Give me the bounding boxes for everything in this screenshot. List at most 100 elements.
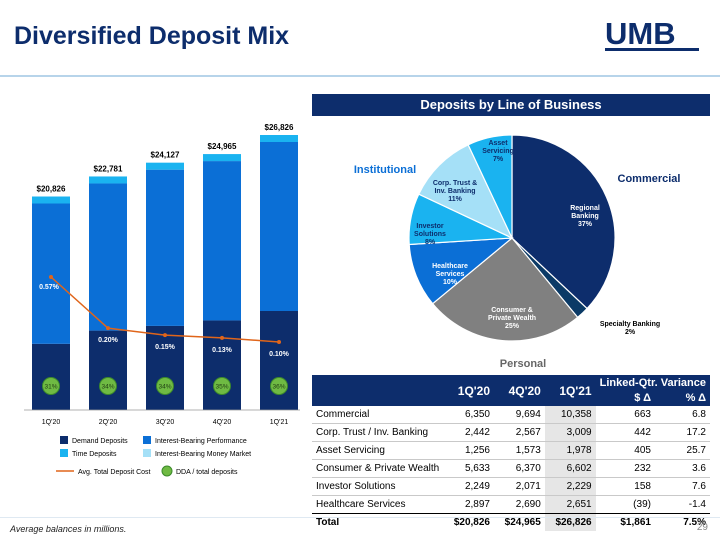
col-header-4q20: 4Q'20	[508, 383, 541, 398]
header-divider	[0, 75, 720, 77]
x-tick-label: 4Q'20	[213, 419, 232, 426]
table-cell-q1-20: 2,442	[464, 427, 490, 438]
table-cell-p: 17.2	[686, 427, 706, 438]
pie-slice-label: Healthcare Services 10%	[432, 263, 468, 286]
page-title: Diversified Deposit Mix	[14, 22, 290, 50]
umb-logo: UMB	[605, 16, 699, 51]
pie-slice-label: Corp. Trust & Inv. Banking 11%	[433, 180, 477, 203]
bar-segment-time	[146, 162, 184, 170]
pie-title: Deposits by Line of Business	[312, 94, 710, 116]
table-cell-q1-20: 2,897	[464, 499, 490, 510]
deposit-cost-point	[220, 335, 224, 340]
table-cell-q1-21: 2,651	[544, 495, 596, 514]
bar-total-label: $22,781	[94, 164, 123, 173]
pie-slice	[511, 134, 616, 310]
dda-share-label: 35%	[215, 384, 228, 391]
bar-segment-perf	[32, 203, 70, 344]
pie-slice	[418, 144, 514, 240]
legend-swatch-time	[60, 449, 68, 457]
col-header-dollar-delta: $ Δ	[634, 392, 651, 404]
table-body: Commercial 6,350 9,694 10,358 663 6.8 Corp. Tr…	[312, 406, 710, 531]
deposit-cost-point	[106, 326, 110, 331]
table-cell-q1-21: 3,009	[544, 423, 596, 442]
table-row: Healthcare Services 2,897 2,690 2,651 (39) -1…	[312, 495, 710, 514]
col-header-1q21: 1Q'21	[559, 383, 592, 398]
logo-underline	[605, 48, 699, 51]
bar-total-label: $24,965	[208, 142, 237, 151]
bar-segment-demand	[146, 325, 184, 410]
deposit-cost-label: 0.20%	[98, 337, 119, 344]
dda-share-label: 36%	[272, 384, 285, 391]
bar-segment-perf	[89, 183, 127, 331]
dda-share-label: 34%	[101, 384, 114, 391]
legend-label-time: Time Deposits	[72, 451, 117, 458]
page-number: 29	[696, 522, 708, 533]
table-row: Investor Solutions 2,249 2,071 2,229 158 7.6	[312, 477, 710, 496]
table-cell-d: (39)	[633, 499, 651, 510]
bar-segment-demand	[260, 311, 298, 410]
deposit-cost-label: 0.15%	[155, 344, 176, 351]
table-cell-name: Corp. Trust / Inv. Banking	[316, 427, 429, 438]
deposit-mix-bar-chart: $20,826 1Q'20 31% $22,781 2Q'20 34% $24,127 3Q'…	[24, 123, 300, 477]
legend-label-mm: Interest-Bearing Money Market	[155, 451, 251, 458]
bar-segment-perf	[146, 169, 184, 326]
bar-segment-time	[32, 196, 70, 204]
logo-text: UMB	[605, 16, 676, 51]
table-cell-d: 232	[634, 463, 651, 474]
bar-segment-demand	[32, 343, 70, 410]
deposit-cost-point	[163, 333, 167, 338]
group-label-institutional: Institutional	[354, 164, 416, 176]
dda-share-marker	[213, 377, 231, 395]
table-cell-name: Asset Servicing	[316, 445, 385, 456]
bar-segment-perf	[260, 142, 298, 311]
deposits-table: 1Q'20 4Q'20 1Q'21 Linked-Qtr. Variance $…	[312, 375, 710, 531]
dda-share-label: 31%	[44, 384, 57, 391]
dda-share-marker	[99, 377, 117, 395]
bar-total-label: $26,826	[265, 123, 294, 132]
table-cell-d: 158	[634, 481, 651, 492]
group-label-commercial: Commercial	[618, 173, 681, 185]
legend-swatch-demand	[60, 436, 68, 444]
legend-swatch-mm	[143, 449, 151, 457]
dda-share-label: 34%	[158, 384, 171, 391]
legend-label-perf: Interest-Bearing Performance	[155, 438, 247, 445]
dda-share-marker	[270, 377, 288, 395]
footer-divider	[0, 517, 720, 518]
table-row: Consumer & Private Wealth 5,633 6,370 6,602…	[312, 459, 710, 478]
table-cell-d: 405	[634, 445, 651, 456]
x-tick-label: 3Q'20	[156, 419, 175, 426]
table-cell-p: 3.6	[692, 463, 706, 474]
bar-segment-perf	[203, 161, 241, 321]
table-cell-d: 663	[634, 409, 651, 420]
table-cell-q1-20: 1,256	[464, 445, 490, 456]
table-cell-q4-20: 2,567	[515, 427, 541, 438]
pie-slice	[467, 134, 513, 239]
table-row: Commercial 6,350 9,694 10,358 663 6.8	[312, 406, 710, 424]
pie-slice-label: Investor Solutions 8%	[414, 223, 446, 246]
group-label-personal: Personal	[500, 358, 546, 370]
table-cell-name: Healthcare Services	[316, 499, 406, 510]
col-header-1q20: 1Q'20	[457, 383, 490, 398]
col-header-variance: Linked-Qtr. Variance	[599, 377, 706, 389]
deposit-cost-point	[49, 275, 53, 279]
table-cell-q1-20: 5,633	[464, 463, 490, 474]
x-tick-label: 1Q'21	[270, 419, 289, 426]
deposit-cost-label: 0.10%	[269, 351, 290, 358]
pie-layer: Regional Banking 37% Specialty Banking 2% Con…	[408, 134, 660, 342]
table-cell-q1-20: 6,350	[464, 409, 490, 420]
bar-total-label: $24,127	[151, 151, 180, 160]
deposit-cost-label: 0.13%	[212, 347, 233, 354]
table-header-blank	[312, 375, 443, 391]
pie-slice-label: Specialty Banking 2%	[600, 321, 660, 336]
legend-swatch-perf	[143, 436, 151, 444]
footnote: Average balances in millions.	[10, 524, 127, 534]
bar-segment-demand	[89, 330, 127, 410]
table-cell-q1-21: 2,229	[544, 477, 596, 496]
pie-slice-label: Regional Banking 37%	[570, 205, 600, 228]
table-cell-q1-21: 10,358	[544, 406, 596, 424]
table-cell-q1-21: 6,602	[544, 459, 596, 478]
deposit-cost-label: 0.57%	[39, 284, 60, 291]
pie-slice-label: Consumer & Private Wealth 25%	[488, 307, 536, 330]
table-cell-q4-20: 1,573	[515, 445, 541, 456]
table-subheader-blank	[312, 391, 443, 406]
